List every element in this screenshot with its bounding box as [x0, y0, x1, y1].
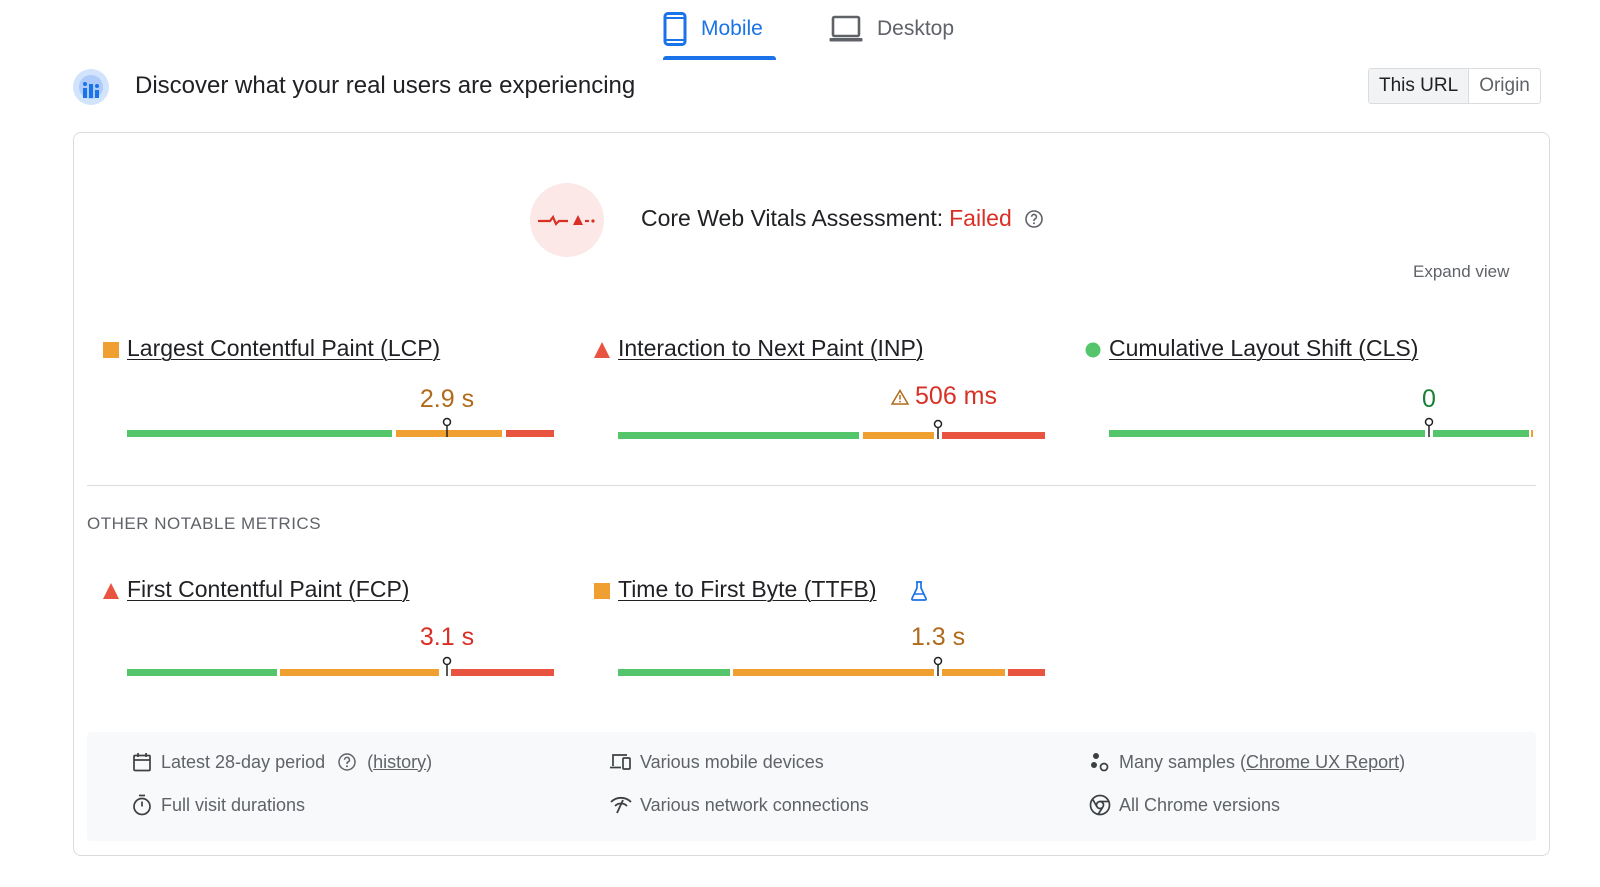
metric-fcp: First Contentful Paint (FCP) 3.1 s — [103, 576, 554, 686]
chrome-text: All Chrome versions — [1119, 794, 1281, 815]
calendar-icon — [131, 751, 153, 773]
inp-p75-marker — [933, 419, 943, 439]
network-text: Various network connections — [640, 794, 869, 815]
samples-prefix: Many samples ( — [1119, 751, 1247, 772]
metric-fcp-value: 3.1 s — [419, 623, 475, 651]
metric-lcp-value: 2.9 s — [419, 385, 475, 413]
network-icon — [610, 794, 632, 816]
field-data-card — [73, 132, 1550, 856]
metric-lcp-link[interactable]: Largest Contentful Paint (LCP) — [127, 335, 441, 361]
metric-fcp-link[interactable]: First Contentful Paint (FCP) — [127, 576, 410, 602]
period-info: Latest 28-day period (history) — [131, 751, 432, 773]
metric-inp-link[interactable]: Interaction to Next Paint (INP) — [618, 335, 924, 361]
cls-p75-marker — [1424, 417, 1434, 437]
network-info: Various network connections — [610, 794, 869, 816]
history-close-paren: ) — [426, 751, 433, 772]
tab-mobile[interactable]: Mobile — [655, 0, 775, 58]
failed-assessment-icon — [530, 183, 604, 257]
fcp-ni-segment — [280, 669, 439, 676]
red-triangle-icon — [103, 583, 119, 599]
red-triangle-icon — [594, 342, 610, 358]
expand-view-button[interactable]: Expand view — [1413, 262, 1510, 281]
assessment-status: Failed — [949, 205, 1012, 231]
devices-text: Various mobile devices — [640, 751, 824, 772]
cls-good-segment-b — [1433, 430, 1529, 437]
chrome-icon — [1089, 794, 1111, 816]
lcp-ni-segment — [396, 430, 502, 437]
lcp-good-segment — [127, 430, 392, 437]
lcp-poor-segment — [506, 430, 554, 437]
tab-desktop[interactable]: Desktop — [821, 0, 981, 58]
ttfb-good-segment — [618, 669, 730, 676]
inp-good-segment — [618, 432, 859, 439]
active-tab-indicator — [663, 56, 776, 60]
page-headline: Discover what your real users are experi… — [135, 72, 636, 99]
assessment-label: Core Web Vitals Assessment: — [641, 205, 944, 231]
history-link[interactable]: history — [373, 751, 427, 772]
samples-info: Many samples (Chrome UX Report) — [1089, 751, 1405, 773]
section-divider — [87, 485, 1536, 486]
fcp-poor-segment — [451, 669, 554, 676]
metric-lcp-distribution-bar — [127, 430, 554, 437]
metric-ttfb: Time to First Byte (TTFB) 1.3 s — [594, 576, 1045, 686]
metric-inp-distribution-bar — [618, 432, 1045, 439]
metric-cls-link[interactable]: Cumulative Layout Shift (CLS) — [1109, 335, 1419, 361]
devices-info: Various mobile devices — [610, 751, 824, 773]
metric-ttfb-value: 1.3 s — [910, 623, 966, 651]
green-circle-icon — [1085, 342, 1101, 358]
origin-button[interactable]: Origin — [1479, 75, 1530, 96]
fcp-p75-marker — [442, 656, 452, 676]
period-text: Latest 28-day period — [161, 751, 326, 772]
samples-icon — [1089, 751, 1111, 773]
chrome-ux-report-link[interactable]: Chrome UX Report — [1246, 751, 1400, 772]
fcp-good-segment — [127, 669, 277, 676]
period-help-icon[interactable] — [337, 752, 357, 772]
url-origin-toggle: This URL Origin — [1368, 68, 1541, 104]
metric-cls-distribution-bar — [1109, 430, 1535, 437]
help-icon[interactable] — [1024, 209, 1044, 229]
flask-icon[interactable] — [910, 581, 928, 601]
this-url-button[interactable]: This URL — [1369, 69, 1470, 103]
metric-cls: Cumulative Layout Shift (CLS) 0 — [1085, 335, 1535, 445]
assessment-title: Core Web Vitals Assessment: Failed — [641, 205, 1044, 232]
samples-suffix: ) — [1399, 751, 1406, 772]
inp-ni-segment — [863, 432, 934, 439]
laptop-icon — [829, 15, 863, 43]
metric-inp-value-wrap: 506 ms — [890, 382, 997, 411]
metric-lcp: Largest Contentful Paint (LCP) 2.9 s — [103, 335, 554, 445]
data-info-footer — [87, 732, 1536, 841]
ttfb-ni-segment-b — [942, 669, 1005, 676]
metric-fcp-distribution-bar — [127, 669, 554, 676]
inp-poor-segment — [942, 432, 1045, 439]
ttfb-p75-marker — [933, 656, 943, 676]
durations-text: Full visit durations — [161, 794, 306, 815]
metric-cls-value: 0 — [1422, 385, 1436, 413]
orange-square-icon — [103, 342, 119, 358]
warning-icon — [890, 389, 910, 405]
stopwatch-icon — [131, 794, 153, 816]
tab-desktop-label: Desktop — [877, 17, 955, 40]
orange-square-icon — [594, 583, 610, 599]
cls-good-segment-a — [1109, 430, 1425, 437]
metric-ttfb-link[interactable]: Time to First Byte (TTFB) — [618, 576, 877, 602]
chrome-info: All Chrome versions — [1089, 794, 1280, 816]
history-open-paren: ( — [367, 751, 374, 772]
phone-icon — [663, 12, 687, 46]
other-metrics-heading: OTHER NOTABLE METRICS — [87, 514, 322, 533]
metric-inp: Interaction to Next Paint (INP) 506 ms — [594, 335, 1045, 445]
lcp-p75-marker — [442, 417, 452, 437]
cls-ni-segment — [1531, 430, 1533, 437]
metric-inp-value: 506 ms — [915, 382, 997, 410]
tab-mobile-label: Mobile — [701, 17, 763, 40]
ttfb-poor-segment — [1008, 669, 1045, 676]
metric-ttfb-distribution-bar — [618, 669, 1045, 676]
ttfb-ni-segment-a — [733, 669, 934, 676]
devices-icon — [610, 751, 632, 773]
durations-info: Full visit durations — [131, 794, 305, 816]
crux-logo-icon — [72, 68, 110, 106]
